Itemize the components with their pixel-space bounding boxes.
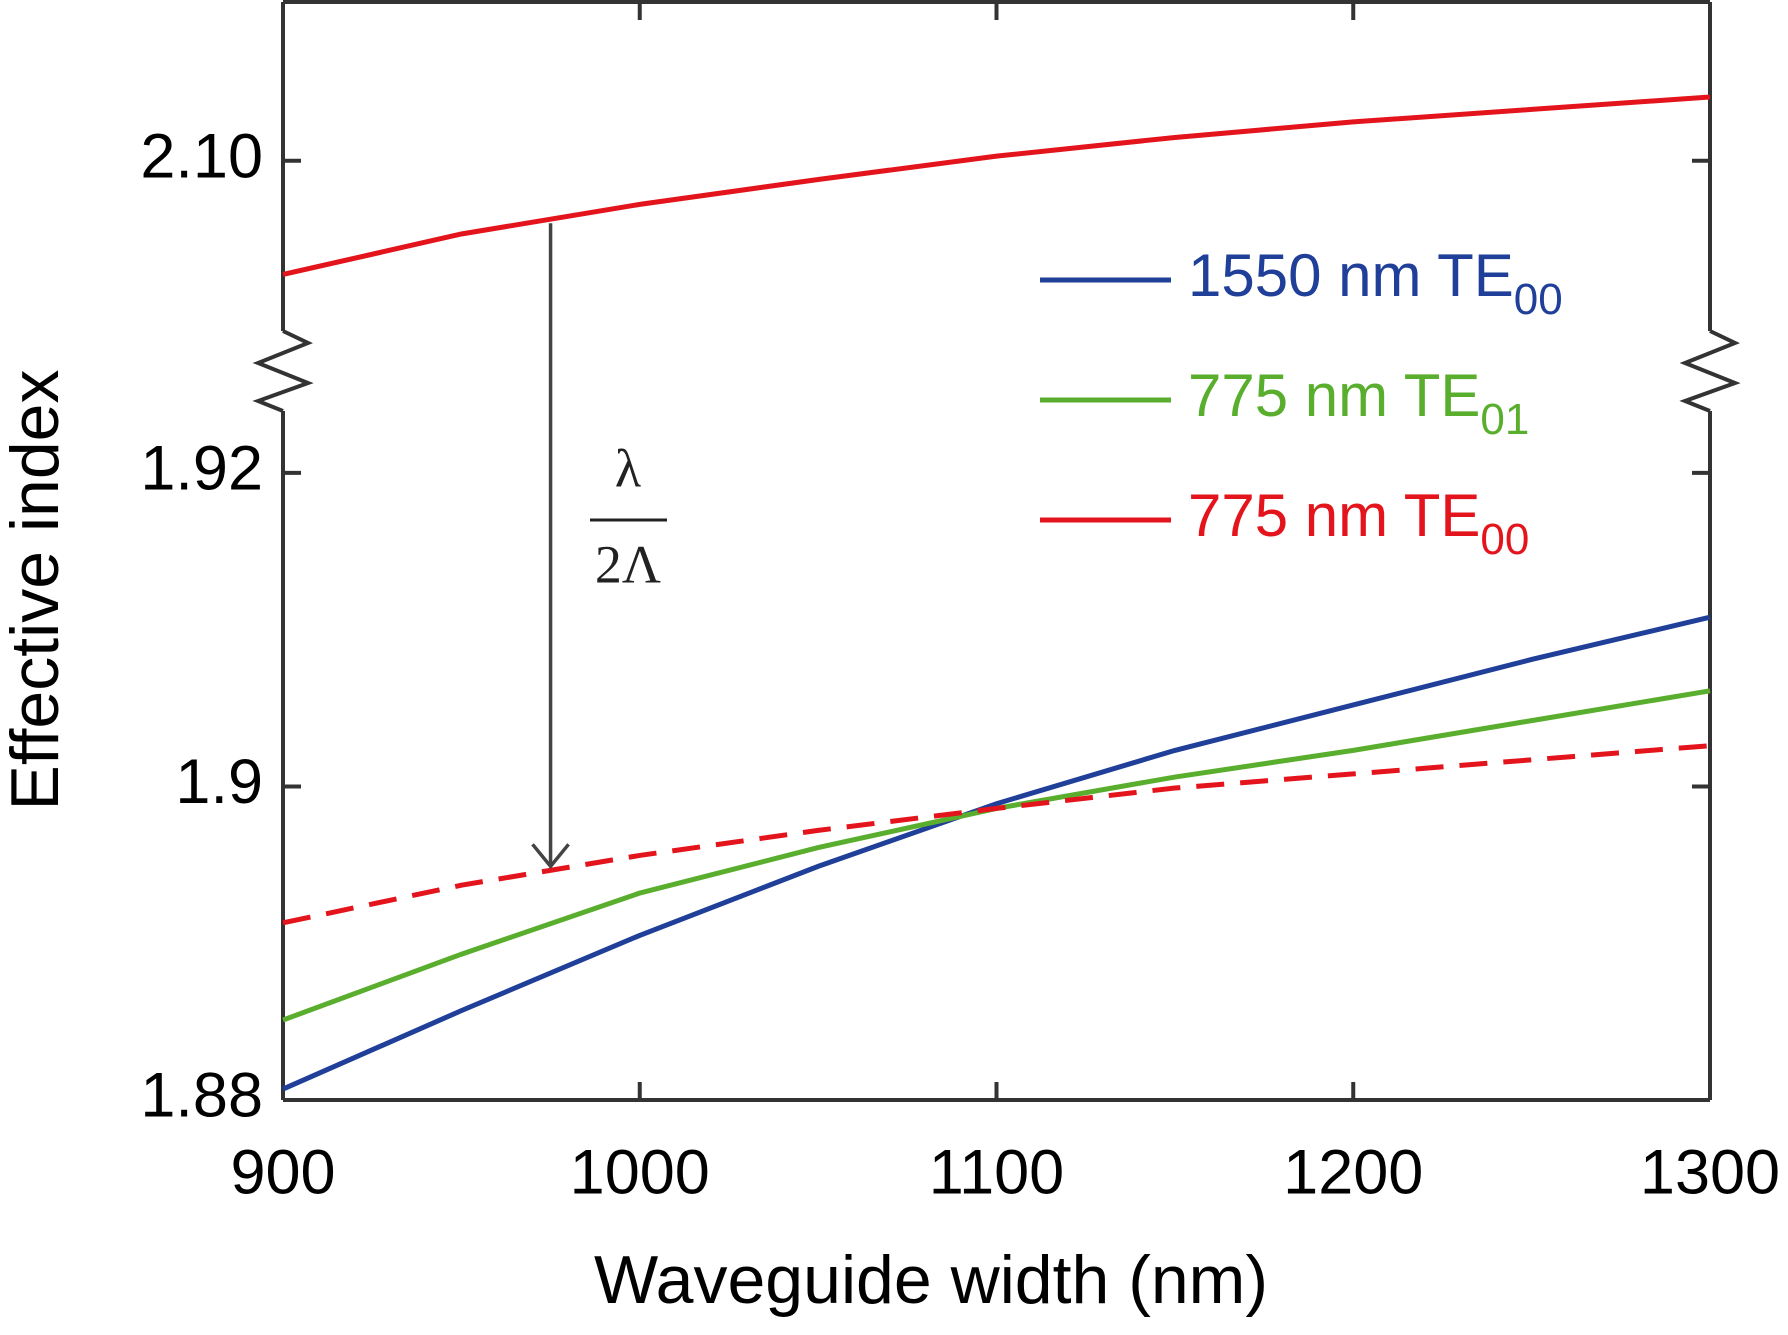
series-line [282, 743, 1711, 926]
x-axis-label: Waveguide width (nm) [594, 1242, 1268, 1318]
y-tick-label: 1.92 [140, 434, 263, 504]
axis-break [252, 329, 314, 413]
series-line [282, 688, 1711, 1023]
legend-subscript: 00 [1514, 275, 1563, 324]
legend-subscript: 00 [1480, 515, 1529, 564]
axis-break [1679, 329, 1741, 413]
series-line [282, 94, 1711, 277]
x-tick-label: 1000 [570, 1138, 710, 1208]
legend-label: 1550 nm TE00 [1188, 242, 1563, 324]
arrow-head [531, 843, 570, 870]
y-tick-label: 1.9 [175, 747, 263, 817]
legend-subscript: 01 [1480, 395, 1529, 444]
legend-text: 1550 nm TE [1188, 242, 1514, 309]
legend-label: 775 nm TE01 [1188, 362, 1529, 444]
annotation-numerator: λ [615, 438, 641, 498]
legend-text: 775 nm TE [1188, 362, 1480, 429]
y-tick-label: 2.10 [140, 121, 263, 191]
series-line [281, 614, 1711, 1092]
legend-label: 775 nm TE00 [1188, 482, 1529, 564]
x-tick-label: 1200 [1283, 1138, 1423, 1208]
x-tick-label: 1100 [929, 1138, 1064, 1208]
x-tick-label: 1300 [1640, 1138, 1780, 1208]
y-tick-label: 1.88 [140, 1061, 263, 1131]
y-axis-label: Effective index [0, 369, 73, 810]
legend-text: 775 nm TE [1188, 482, 1480, 549]
x-tick-label: 900 [230, 1138, 335, 1208]
annotation-denominator: 2Λ [595, 534, 661, 594]
